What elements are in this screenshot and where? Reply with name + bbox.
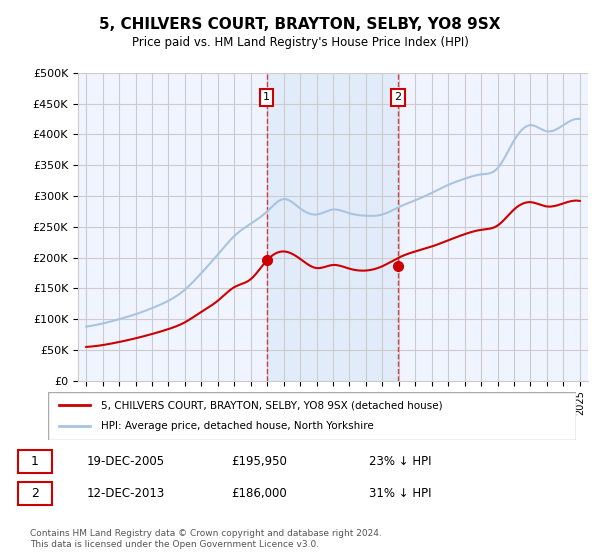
Text: 5, CHILVERS COURT, BRAYTON, SELBY, YO8 9SX: 5, CHILVERS COURT, BRAYTON, SELBY, YO8 9… — [99, 17, 501, 32]
Text: 1: 1 — [31, 455, 39, 468]
Text: HPI: Average price, detached house, North Yorkshire: HPI: Average price, detached house, Nort… — [101, 421, 374, 431]
Text: Contains HM Land Registry data © Crown copyright and database right 2024.
This d: Contains HM Land Registry data © Crown c… — [30, 529, 382, 549]
Text: Price paid vs. HM Land Registry's House Price Index (HPI): Price paid vs. HM Land Registry's House … — [131, 36, 469, 49]
FancyBboxPatch shape — [48, 392, 576, 440]
FancyBboxPatch shape — [18, 450, 52, 473]
Text: 23% ↓ HPI: 23% ↓ HPI — [369, 455, 431, 468]
Text: 5, CHILVERS COURT, BRAYTON, SELBY, YO8 9SX (detached house): 5, CHILVERS COURT, BRAYTON, SELBY, YO8 9… — [101, 400, 442, 410]
Bar — [266, 73, 398, 381]
Text: 12-DEC-2013: 12-DEC-2013 — [87, 487, 165, 500]
Text: £195,950: £195,950 — [231, 455, 287, 468]
Text: 2: 2 — [395, 92, 402, 102]
Text: 1: 1 — [263, 92, 270, 102]
Text: 31% ↓ HPI: 31% ↓ HPI — [369, 487, 431, 500]
Text: 2: 2 — [31, 487, 39, 500]
FancyBboxPatch shape — [18, 482, 52, 505]
Text: £186,000: £186,000 — [231, 487, 287, 500]
Text: 19-DEC-2005: 19-DEC-2005 — [87, 455, 165, 468]
